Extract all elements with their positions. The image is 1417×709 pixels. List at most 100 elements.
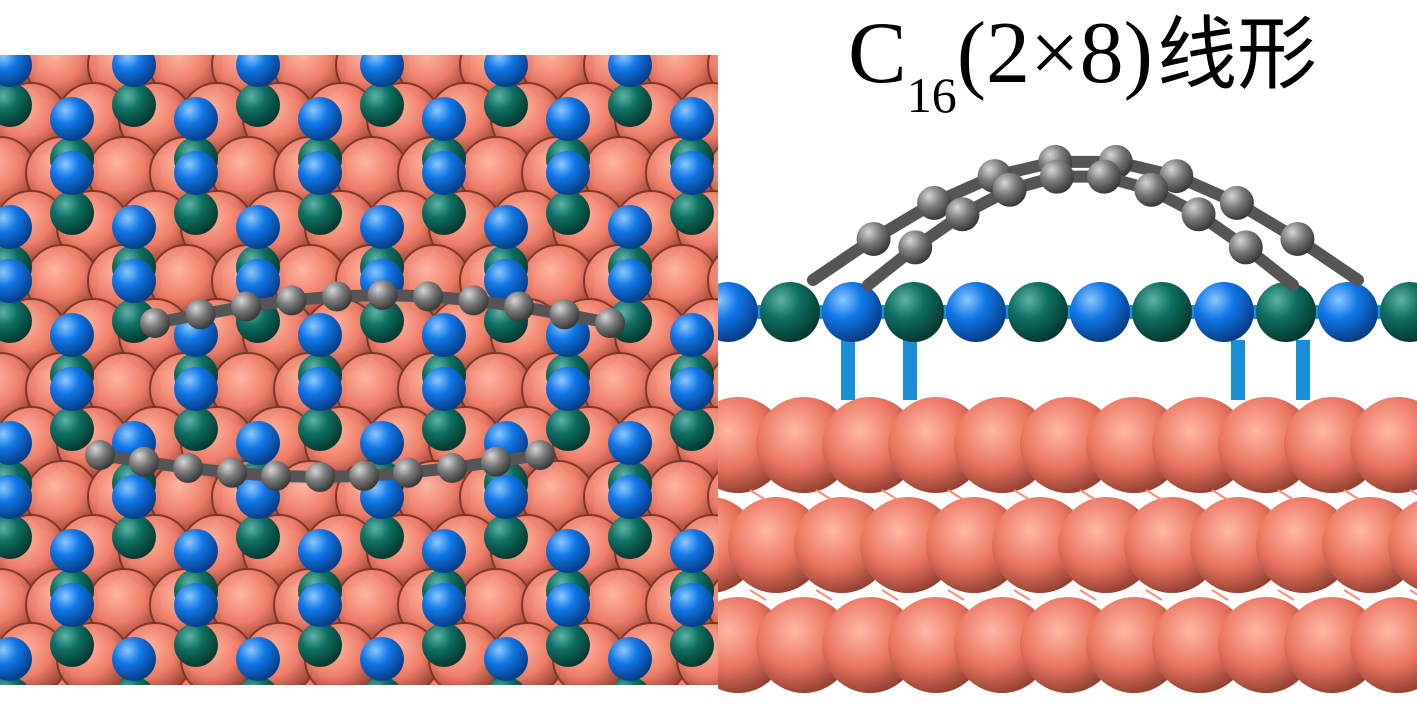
carbon-bond [807, 155, 1364, 286]
interlayer-bond [1211, 589, 1229, 601]
teal-atom [112, 83, 156, 127]
blue-atom [670, 529, 714, 573]
carbon-atom [549, 299, 580, 330]
carbon-atom [1280, 221, 1315, 256]
blue-atom [0, 259, 32, 303]
blue-atom [298, 313, 342, 357]
blue-atom [422, 529, 466, 573]
blue-atom [608, 421, 652, 465]
teal-atom [360, 299, 404, 343]
carbon-atom [1219, 185, 1254, 220]
interlayer-bond [1013, 589, 1031, 601]
blue-atom [670, 151, 714, 195]
carbon-atom [504, 291, 534, 322]
teal-atom [546, 191, 590, 235]
blue-atom [112, 259, 156, 303]
blue-atom [50, 367, 94, 411]
blue-atom [112, 205, 156, 249]
substrate-atom [1284, 597, 1380, 693]
blue-atom [50, 529, 94, 573]
teal-atom [298, 191, 342, 235]
teal-atom [1380, 282, 1417, 342]
carbon-atom [1228, 230, 1263, 265]
blue-atom [298, 151, 342, 195]
blue-atom [360, 637, 404, 681]
substrate-atom [707, 254, 718, 308]
carbon-atom [305, 462, 335, 492]
carbon-atom [1039, 159, 1074, 194]
interlayer-bond [1343, 489, 1361, 501]
carbon-atom [595, 308, 625, 338]
carbon-atom [945, 197, 980, 232]
blue-atom [298, 583, 342, 627]
teal-atom [0, 299, 32, 343]
interlayer-bond [1145, 489, 1163, 501]
carbon-atom [276, 285, 307, 316]
substrate-atom [1086, 397, 1182, 493]
substrate-atom [707, 55, 718, 92]
carbon-atom [322, 281, 352, 312]
carbon-atom [413, 281, 443, 312]
substrate-atom [1152, 397, 1248, 493]
blue-atom [422, 367, 466, 411]
teal-atom [1256, 282, 1316, 342]
substrate-atom [1256, 497, 1352, 593]
interlayer-bond [1277, 589, 1295, 601]
caption-subscript: 16 [906, 67, 957, 123]
interlayer-bond [815, 489, 833, 501]
blue-atom [174, 367, 218, 411]
blue-atom [484, 637, 528, 681]
carbon-bond [862, 170, 1299, 291]
interlayer-bond [1409, 589, 1417, 596]
teal-atom [50, 623, 94, 667]
blue-atom [0, 637, 32, 681]
teal-atom [360, 83, 404, 127]
side-view-panel [718, 144, 1417, 693]
teal-atom [174, 407, 218, 451]
interlayer-bond [881, 589, 899, 601]
substrate-atom [1388, 500, 1417, 590]
blue-atom [546, 583, 590, 627]
teal-atom [484, 83, 528, 127]
interlayer-bond [1079, 489, 1097, 501]
carbon-atom [1159, 159, 1194, 194]
blue-atom [298, 367, 342, 411]
interlayer-bond [1145, 589, 1163, 601]
substrate-atom [1350, 397, 1417, 493]
substrate-atom [707, 470, 718, 524]
blue-atom [422, 151, 466, 195]
blue-atom [236, 55, 280, 87]
substrate-atom [1322, 497, 1417, 593]
blue-atom [0, 55, 32, 87]
carbon-atom [481, 446, 511, 477]
teal-atom [0, 515, 32, 559]
blue-atom [174, 97, 218, 141]
blue-atom [50, 97, 94, 141]
interlayer-bond [947, 489, 965, 501]
teal-atom [50, 191, 94, 235]
carbon-atom [898, 230, 933, 265]
carbon-arches [807, 144, 1364, 291]
blue-atom [360, 55, 404, 87]
teal-atom [0, 83, 32, 127]
teal-atom [546, 407, 590, 451]
teal-atom [112, 515, 156, 559]
blue-atom [360, 421, 404, 465]
interlayer-bond [881, 489, 899, 501]
blue-atom [1070, 282, 1130, 342]
substrate-atom [822, 397, 918, 493]
teal-atom [422, 191, 466, 235]
blue-atom [546, 529, 590, 573]
carbon-atom [185, 299, 216, 330]
substrate-atom [1124, 497, 1220, 593]
caption-supercell: (2×8) [956, 5, 1153, 102]
teal-atom [884, 282, 944, 342]
interlayer-bond [1211, 489, 1229, 501]
blue-atom [112, 55, 156, 87]
substrate-atom [888, 397, 984, 493]
substrate-atom [860, 497, 956, 593]
teal-atom [670, 407, 714, 451]
carbon-atom [992, 172, 1027, 207]
substrate-atom [1086, 597, 1182, 693]
substrate-layers [718, 397, 1417, 693]
